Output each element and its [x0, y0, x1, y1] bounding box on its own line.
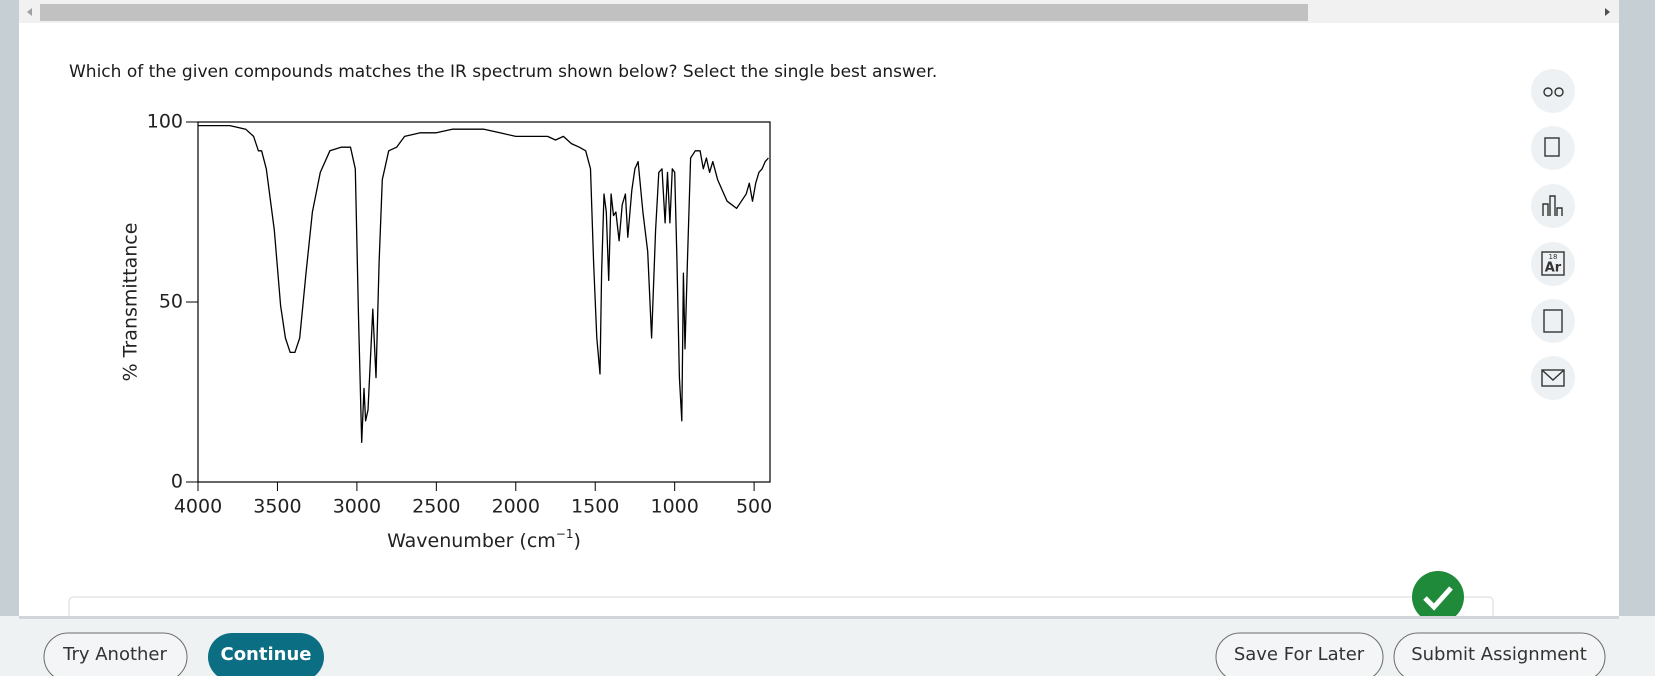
icon-book: [1543, 309, 1563, 333]
correct-badge: [1412, 571, 1464, 623]
icon-bg[interactable]: [1531, 184, 1575, 228]
icon-bg[interactable]: [1531, 299, 1575, 343]
x-tick-label: 2000: [492, 496, 540, 518]
icon-mail: [1541, 369, 1565, 381]
icon-mail: [1541, 369, 1565, 387]
x-tick-label: 2500: [412, 496, 460, 518]
scroll-left[interactable]: [27, 8, 32, 16]
footer-border: [19, 616, 1619, 619]
spectrum-line: [198, 124, 769, 444]
check-mark: [1423, 586, 1453, 611]
question-text: Which of the given compounds matches the…: [69, 62, 937, 82]
scrollbar-thumb[interactable]: [40, 4, 1308, 21]
x-tick-label: 4000: [174, 496, 222, 518]
x-tick-label: 500: [736, 496, 772, 518]
x-axis-label-part: ): [574, 530, 581, 552]
tool-icons: [1531, 69, 1575, 400]
button-label: Try Another: [62, 644, 167, 665]
icon-bg[interactable]: [1531, 356, 1575, 400]
try-another-button[interactable]: [43, 632, 188, 676]
submit-button[interactable]: [1393, 632, 1606, 676]
scroll-right[interactable]: [1605, 8, 1610, 16]
icon-bg[interactable]: [1531, 126, 1575, 170]
y-tick-label: 100: [147, 111, 183, 133]
x-tick-label: 3500: [253, 496, 301, 518]
y-tick-label: 0: [171, 471, 183, 493]
icon-bg[interactable]: [1531, 69, 1575, 113]
button-label: Save For Later: [1234, 644, 1365, 665]
x-axis-label-part: −1: [556, 527, 574, 541]
icon-notes: [1544, 137, 1560, 157]
chart: 4000 3500 3000 2500 2000 1500 1000 500 0 50 100 Wav…: [120, 111, 773, 552]
y-tick-label: 50: [159, 291, 183, 313]
icon-bars: [1542, 195, 1563, 216]
x-axis-label-part: Wavenumber (cm: [387, 530, 556, 552]
content-panel: [19, 0, 1619, 616]
periodic-symbol: Ar: [1545, 261, 1562, 276]
continue-button[interactable]: [208, 633, 324, 676]
save-button[interactable]: [1215, 632, 1384, 676]
x-tick-label: 3000: [333, 496, 381, 518]
x-axis-label: Wavenumber (cm−1): [387, 527, 581, 552]
icon-glasses: [1543, 87, 1553, 97]
periodic-number: 18: [1549, 253, 1558, 261]
button-label: Submit Assignment: [1411, 644, 1587, 665]
button-label: Continue: [220, 644, 311, 665]
icon-periodic: [1541, 251, 1565, 276]
x-tick-label: 1000: [650, 496, 698, 518]
x-tick-label: 1500: [571, 496, 619, 518]
y-axis-label: % Transmittance: [120, 223, 142, 382]
icon-glasses: [1554, 87, 1564, 97]
